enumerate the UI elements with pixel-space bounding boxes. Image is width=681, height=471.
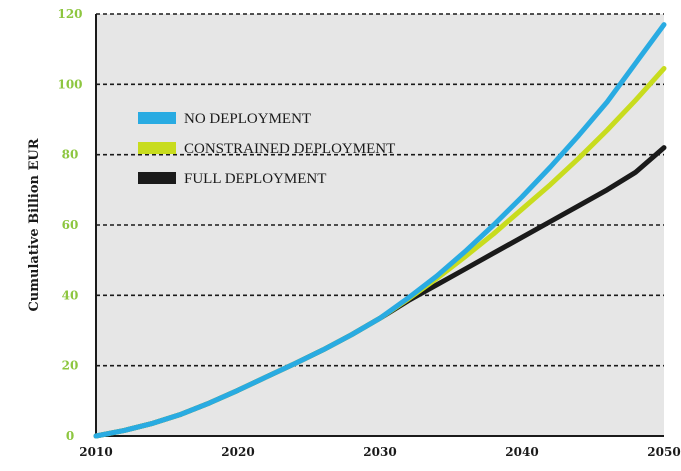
y-tick-label-80: 80 — [62, 148, 79, 162]
x-tick-label-2010: 2010 — [79, 445, 112, 459]
legend-label-constrained-deployment: CONSTRAINED DEPLOYMENT — [184, 141, 395, 157]
x-tick-label-2050: 2050 — [647, 445, 680, 459]
y-tick-label-20: 20 — [62, 359, 79, 373]
x-tick-label-2020: 2020 — [221, 445, 254, 459]
y-tick-label-100: 100 — [57, 77, 82, 91]
y-tick-label-0: 0 — [66, 429, 74, 443]
x-tick-labels: 2010 2020 2030 2040 2050 — [79, 445, 680, 459]
x-tick-label-2040: 2040 — [505, 445, 538, 459]
legend-label-no-deployment: NO DEPLOYMENT — [184, 111, 311, 127]
series-lines — [93, 22, 667, 439]
y-tick-label-60: 60 — [62, 218, 79, 232]
legend-swatch-no-deployment — [138, 112, 176, 124]
series-line-no-deployment — [93, 22, 667, 439]
gridlines — [96, 13, 664, 367]
legend: NO DEPLOYMENT CONSTRAINED DEPLOYMENT FULL … — [138, 111, 395, 187]
y-tick-labels: 0 20 40 60 80 100 120 — [57, 7, 82, 443]
y-tick-label-120: 120 — [57, 7, 82, 21]
y-tick-label-40: 40 — [62, 288, 79, 302]
legend-label-full-deployment: FULL DEPLOYMENT — [184, 171, 326, 187]
legend-swatch-full-deployment — [138, 172, 176, 184]
y-axis-label: Cumulative Billion EUR — [27, 138, 42, 311]
axes — [95, 14, 664, 437]
legend-swatch-constrained-deployment — [138, 142, 176, 154]
x-tick-label-2030: 2030 — [363, 445, 396, 459]
